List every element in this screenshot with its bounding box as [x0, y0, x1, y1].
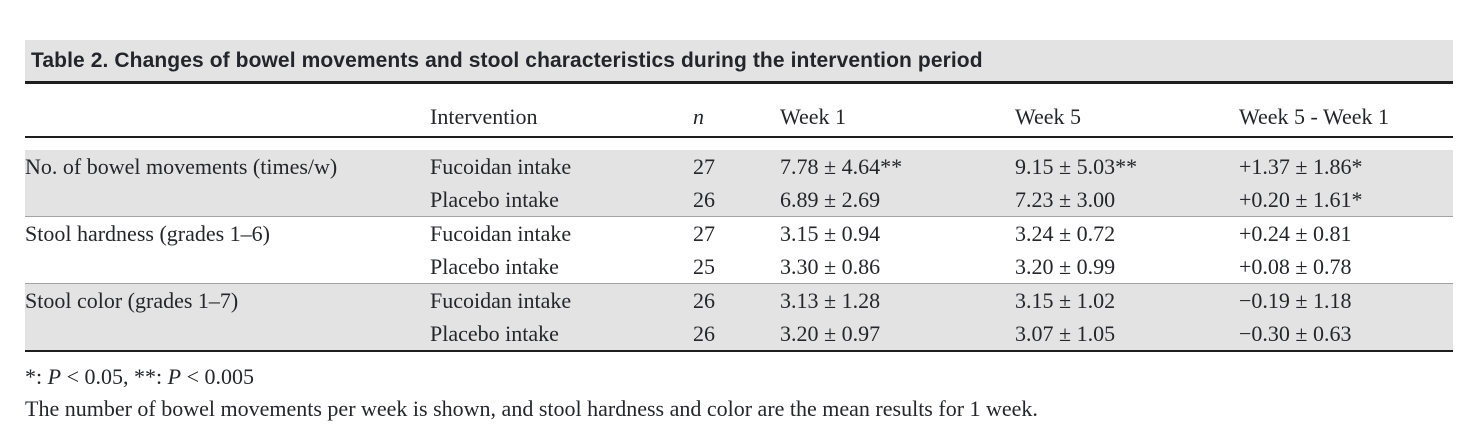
footnote-part: < 0.05, **:	[61, 364, 168, 389]
cell-week1: 3.13 ± 1.28	[780, 283, 1015, 317]
header-intervention: Intervention	[430, 84, 693, 138]
cell-intervention: Placebo intake	[430, 183, 693, 217]
cell-intervention: Fucoidan intake	[430, 150, 693, 183]
table-row: Stool hardness (grades 1–6) Fucoidan int…	[25, 216, 1453, 250]
cell-diff: +0.24 ± 0.81	[1239, 216, 1453, 250]
cell-n: 27	[693, 216, 780, 250]
cell-diff: +1.37 ± 1.86*	[1239, 150, 1453, 183]
cell-week1: 6.89 ± 2.69	[780, 183, 1015, 217]
table-row: Stool color (grades 1–7) Fucoidan intake…	[25, 283, 1453, 317]
cell-week1: 3.15 ± 0.94	[780, 216, 1015, 250]
cell-week1: 7.78 ± 4.64**	[780, 150, 1015, 183]
footnote-description: The number of bowel movements per week i…	[25, 396, 1038, 421]
table-row: No. of bowel movements (times/w) Fucoida…	[25, 150, 1453, 183]
cell-diff: −0.30 ± 0.63	[1239, 317, 1453, 352]
table-title-bar: Table 2. Changes of bowel movements and …	[25, 40, 1453, 84]
header-week5-minus-week1: Week 5 - Week 1	[1239, 84, 1453, 138]
table-figure: Table 2. Changes of bowel movements and …	[25, 0, 1453, 425]
cell-week5: 9.15 ± 5.03**	[1015, 150, 1239, 183]
spacer-row	[25, 137, 1453, 150]
header-row-label	[25, 84, 430, 138]
row-label	[25, 317, 430, 352]
cell-week5: 3.24 ± 0.72	[1015, 216, 1239, 250]
cell-intervention: Placebo intake	[430, 253, 559, 279]
cell-n: 26	[693, 283, 780, 317]
table-row: Placebo intake 26 3.20 ± 0.97 3.07 ± 1.0…	[25, 317, 1453, 352]
row-label: Stool color (grades 1–7)	[25, 283, 430, 317]
table-footnotes: *: P < 0.05, **: P < 0.005 The number of…	[25, 361, 1453, 425]
cell-diff: +0.20 ± 1.61*	[1239, 183, 1453, 217]
cell-week1: 3.20 ± 0.97	[780, 317, 1015, 352]
footnote-part: < 0.005	[181, 364, 254, 389]
footnote-p-italic: P	[167, 364, 182, 389]
row-label: Stool hardness (grades 1–6)	[25, 216, 430, 250]
cell-week5: 3.20 ± 0.99	[1015, 253, 1116, 279]
row-label	[25, 250, 430, 284]
cell-week5: 7.23 ± 3.00	[1015, 183, 1239, 217]
cell-diff: +0.08 ± 0.78	[1239, 253, 1352, 279]
header-row: Intervention n Week 1 Week 5 Week 5 - We…	[25, 84, 1453, 138]
cell-n: 26	[693, 317, 780, 352]
cell-week5: 3.07 ± 1.05	[1015, 317, 1239, 352]
cell-intervention: Fucoidan intake	[430, 216, 693, 250]
cell-week5: 3.15 ± 1.02	[1015, 283, 1239, 317]
footnote-p-italic: P	[47, 364, 62, 389]
header-n: n	[693, 84, 780, 138]
table-row: Placebo intake 26 6.89 ± 2.69 7.23 ± 3.0…	[25, 183, 1453, 217]
cell-intervention: Fucoidan intake	[430, 283, 693, 317]
row-label: No. of bowel movements (times/w)	[25, 150, 430, 183]
results-table: Intervention n Week 1 Week 5 Week 5 - We…	[25, 84, 1453, 352]
cell-n: 27	[693, 150, 780, 183]
header-week5: Week 5	[1015, 84, 1239, 138]
table-title: Table 2. Changes of bowel movements and …	[31, 48, 983, 72]
cell-intervention: Placebo intake	[430, 317, 693, 352]
cell-n: 26	[693, 183, 780, 217]
footnote-significance: *: P < 0.05, **: P < 0.005	[25, 361, 1453, 393]
footnote-part: *:	[25, 364, 48, 389]
table-row: Placebo intake 25 3.30 ± 0.86 3.20 ± 0.9…	[25, 250, 1453, 284]
row-label	[25, 183, 430, 217]
header-week1: Week 1	[780, 84, 1015, 138]
cell-week1: 3.30 ± 0.86	[780, 253, 881, 279]
cell-diff: −0.19 ± 1.18	[1239, 283, 1453, 317]
cell-n: 25	[693, 253, 715, 279]
